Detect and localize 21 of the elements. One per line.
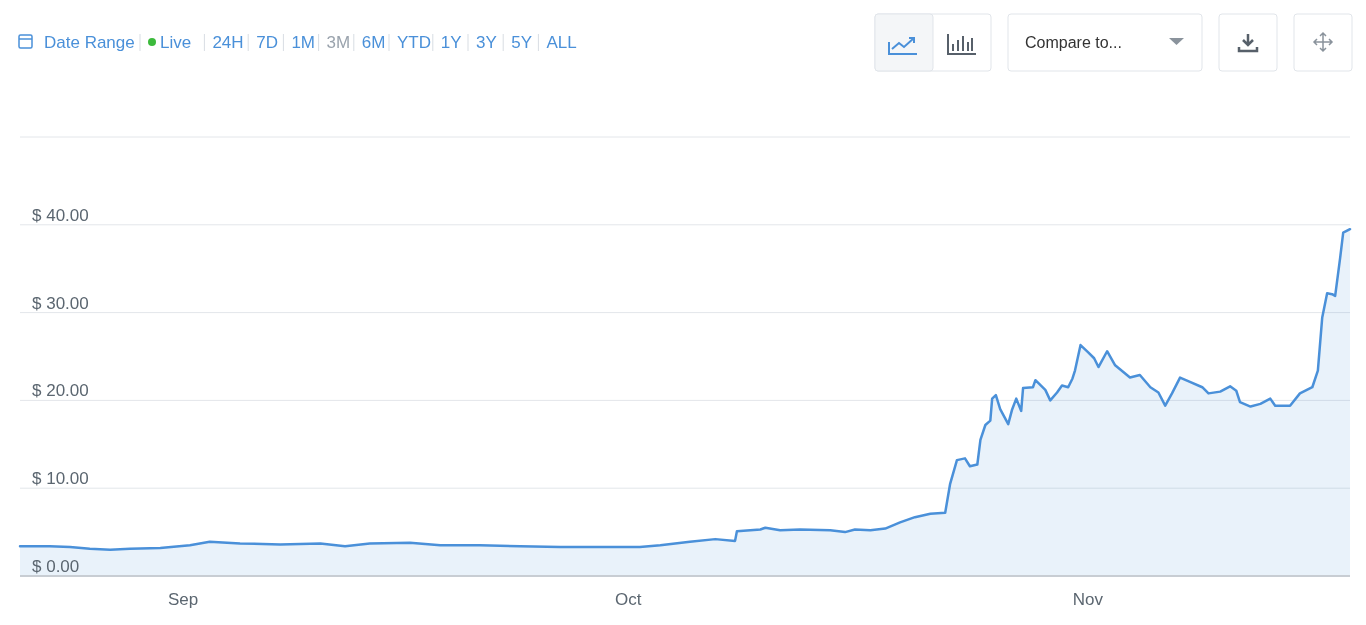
text: 5Y <box>511 33 532 52</box>
text: 1Y <box>440 33 462 52</box>
x-tick-label: Sep <box>168 590 199 609</box>
y-tick-label: $ 40.00 <box>32 205 89 225</box>
text: 3Y <box>476 33 497 52</box>
text: Date Range <box>44 33 135 52</box>
text: Live <box>160 33 192 52</box>
y-tick-label: $ 0.00 <box>32 557 80 576</box>
y-tick-label: $ 30.00 <box>32 293 89 313</box>
text: 7D <box>256 33 278 52</box>
y-tick-label: $ 10.00 <box>32 469 89 489</box>
y-tick-label: $ 20.00 <box>32 381 89 401</box>
text: ALL <box>546 33 577 52</box>
x-tick-label: Oct <box>614 590 642 609</box>
text: 24H <box>212 33 244 52</box>
text: 1M <box>291 33 316 52</box>
x-tick-label: Nov <box>1072 590 1104 609</box>
text: 6M <box>361 33 386 52</box>
text: 3M <box>326 33 351 52</box>
text: YTD <box>397 33 431 52</box>
text: Compare to... <box>1025 34 1122 51</box>
